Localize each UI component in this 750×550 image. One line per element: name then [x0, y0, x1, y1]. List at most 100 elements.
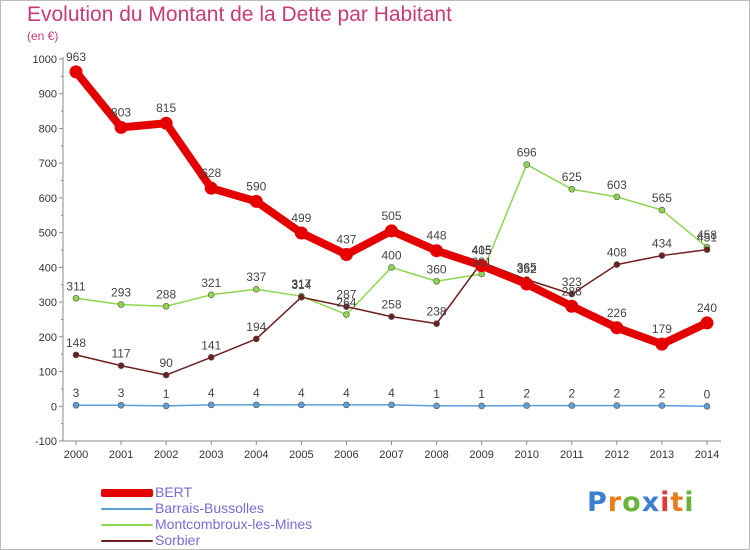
x-tick-label: 2011	[560, 449, 584, 461]
legend-swatch	[101, 508, 153, 510]
x-tick-label: 2000	[64, 449, 88, 461]
logo-letter: P	[587, 487, 608, 518]
y-tick-label: 500	[39, 228, 57, 240]
data-label-barrais-bussolles: 2	[568, 387, 575, 401]
data-point-montcombroux-les-mines	[388, 264, 395, 271]
data-point-bert	[114, 120, 128, 134]
data-label-barrais-bussolles: 0	[704, 387, 711, 401]
logo-letter: t	[670, 487, 685, 518]
data-point-bert	[69, 65, 83, 79]
data-point-bert	[294, 226, 308, 240]
x-tick-label: 2010	[514, 449, 538, 461]
logo-letter: i	[660, 487, 671, 518]
data-point-sorbier	[703, 246, 711, 253]
data-label-barrais-bussolles: 3	[73, 386, 80, 400]
data-point-montcombroux-les-mines	[117, 301, 125, 308]
data-label-sorbier: 451	[697, 231, 717, 245]
data-point-barrais-bussolles	[568, 402, 576, 409]
data-label-sorbier: 323	[562, 275, 582, 289]
data-label-sorbier: 148	[66, 336, 86, 350]
data-label-sorbier: 141	[201, 338, 221, 352]
data-label-barrais-bussolles: 4	[388, 386, 395, 400]
y-tick-label: 800	[39, 123, 57, 135]
data-label-sorbier: 258	[381, 298, 401, 312]
data-point-sorbier	[207, 354, 215, 361]
data-point-montcombroux-les-mines	[523, 161, 531, 168]
data-label-sorbier: 194	[246, 320, 266, 334]
data-label-sorbier: 90	[159, 356, 173, 370]
data-label-bert: 405	[472, 244, 492, 258]
data-point-sorbier	[252, 335, 260, 343]
data-point-barrais-bussolles	[298, 401, 305, 409]
data-point-bert	[430, 244, 444, 258]
data-point-bert	[655, 337, 669, 351]
data-label-barrais-bussolles: 3	[118, 386, 125, 400]
data-label-sorbier: 434	[652, 237, 672, 251]
data-point-montcombroux-les-mines	[72, 294, 80, 302]
data-label-bert: 240	[697, 301, 717, 315]
data-label-barrais-bussolles: 1	[433, 387, 440, 401]
data-point-barrais-bussolles	[613, 402, 621, 409]
logo-letter: o	[622, 487, 642, 518]
data-label-montcombroux-les-mines: 625	[562, 170, 582, 184]
x-tick-label: 2004	[244, 449, 268, 461]
data-point-barrais-bussolles	[703, 402, 711, 410]
data-point-barrais-bussolles	[162, 402, 170, 410]
legend-label: Montcombroux-les-Mines	[155, 516, 313, 532]
y-tick-label: 1000	[33, 54, 57, 66]
data-point-bert	[159, 116, 173, 130]
legend-label: Barrais-Bussolles	[155, 500, 264, 516]
x-tick-label: 2007	[379, 449, 403, 461]
data-point-barrais-bussolles	[388, 401, 395, 409]
data-label-bert: 179	[652, 322, 672, 336]
data-label-barrais-bussolles: 4	[343, 386, 350, 400]
data-point-sorbier	[658, 252, 666, 259]
data-label-montcombroux-les-mines: 293	[111, 286, 131, 300]
data-point-sorbier	[298, 293, 305, 301]
data-label-barrais-bussolles: 2	[614, 387, 621, 401]
data-label-sorbier: 238	[427, 305, 447, 319]
x-tick-label: 2012	[605, 449, 629, 461]
logo-letter: i	[684, 487, 695, 518]
y-tick-label: 100	[39, 367, 57, 379]
y-tick-label: 700	[39, 158, 57, 170]
data-point-sorbier	[343, 303, 350, 310]
legend-swatch	[101, 540, 153, 542]
chart-unit-label: (en €)	[27, 29, 59, 43]
y-tick-label: -100	[35, 436, 57, 448]
data-point-barrais-bussolles	[252, 401, 260, 409]
data-label-montcombroux-les-mines: 696	[517, 146, 537, 160]
data-label-bert: 226	[607, 306, 627, 320]
y-tick-label: 400	[39, 262, 57, 274]
y-tick-label: 600	[39, 193, 57, 205]
data-point-montcombroux-les-mines	[343, 311, 350, 318]
y-tick-label: 300	[39, 297, 57, 309]
data-point-montcombroux-les-mines	[207, 291, 215, 299]
y-tick-label: 200	[39, 332, 57, 344]
data-point-sorbier	[388, 313, 395, 320]
data-label-sorbier: 415	[472, 243, 492, 257]
data-label-sorbier: 314	[291, 278, 311, 292]
logo-letter: r	[607, 487, 623, 518]
data-label-bert: 437	[336, 233, 356, 247]
data-point-montcombroux-les-mines	[252, 285, 260, 293]
data-point-bert	[520, 277, 534, 291]
data-label-montcombroux-les-mines: 381	[472, 255, 492, 269]
data-label-bert: 505	[381, 209, 401, 223]
data-point-barrais-bussolles	[523, 402, 531, 409]
data-label-montcombroux-les-mines: 360	[427, 262, 447, 276]
data-point-sorbier	[568, 290, 576, 298]
data-label-sorbier: 117	[112, 347, 131, 361]
data-point-bert	[339, 248, 353, 262]
data-label-sorbier: 287	[336, 288, 356, 302]
line-chart: -100010020030040050060070080090010002000…	[33, 50, 721, 461]
data-point-sorbier	[433, 320, 440, 327]
legend-label: BERT	[155, 484, 193, 500]
data-label-barrais-bussolles: 2	[659, 387, 666, 401]
x-tick-label: 2001	[109, 449, 133, 461]
data-label-sorbier: 365	[517, 261, 537, 275]
x-tick-label: 2006	[334, 449, 358, 461]
data-label-montcombroux-les-mines: 321	[201, 276, 221, 290]
x-tick-label: 2008	[424, 449, 448, 461]
data-label-bert: 803	[111, 105, 131, 119]
